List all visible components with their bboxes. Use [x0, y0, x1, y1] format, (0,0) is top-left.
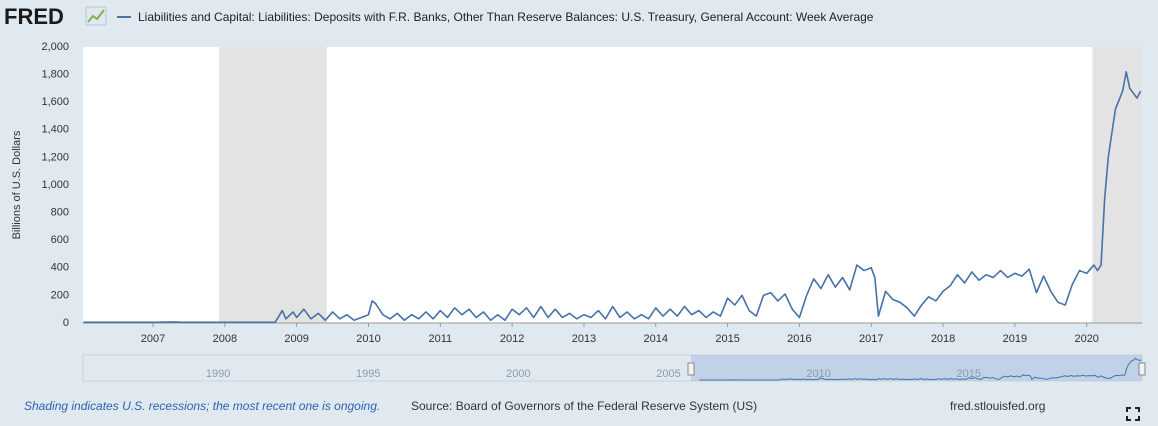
- x-tick-label: 2016: [787, 333, 811, 345]
- fullscreen-icon[interactable]: [1126, 407, 1140, 421]
- y-tick-label: 1,400: [41, 124, 69, 136]
- navigator-tick-label: 1995: [356, 368, 380, 380]
- x-tick-label: 2013: [572, 333, 596, 345]
- y-tick-label: 1,000: [41, 179, 69, 191]
- recession-note: Shading indicates U.S. recessions; the m…: [24, 399, 380, 413]
- navigator-handle[interactable]: [1138, 362, 1146, 376]
- x-tick-label: 2010: [356, 333, 380, 345]
- x-tick-label: 2019: [1003, 333, 1027, 345]
- navigator: 1990 1995 2000 2005 2010 2015: [82, 354, 1146, 382]
- y-tick-label: 800: [51, 207, 69, 219]
- x-tick-label: 2011: [428, 333, 452, 345]
- logo: FRED: [4, 4, 64, 29]
- x-tick-label: 2014: [644, 333, 668, 345]
- site: fred.stlouisfed.org: [950, 399, 1045, 413]
- x-tick-label: 2012: [500, 333, 524, 345]
- recession-band: [1092, 47, 1142, 323]
- logo-icon: [85, 6, 107, 26]
- y-tick-label: 2,000: [41, 41, 69, 53]
- navigator-tick-label: 2015: [957, 368, 981, 380]
- x-tick-label: 2007: [141, 333, 165, 345]
- navigator-line: [699, 357, 1142, 381]
- y-tick-label: 1,600: [41, 96, 69, 108]
- navigator-handle[interactable]: [687, 362, 695, 376]
- y-tick-label: 1,800: [41, 69, 69, 81]
- y-tick-label: 400: [51, 262, 69, 274]
- x-tick-label: 2017: [859, 333, 883, 345]
- y-tick-label: 1,200: [41, 151, 69, 163]
- legend-title: Liabilities and Capital: Liabilities: De…: [138, 10, 874, 24]
- x-tick-label: 2009: [284, 333, 308, 345]
- data-line: [83, 71, 1142, 324]
- x-tick-label: 2018: [931, 333, 955, 345]
- y-tick-label: 600: [51, 234, 69, 246]
- navigator-tick-label: 1990: [206, 368, 230, 380]
- x-tick-label: 2008: [213, 333, 237, 345]
- x-tick-label: 2015: [715, 333, 739, 345]
- y-tick-label: 200: [51, 289, 69, 301]
- source: Source: Board of Governors of the Federa…: [411, 399, 757, 413]
- y-axis-label: Billions of U.S. Dollars: [11, 130, 23, 239]
- navigator-selection[interactable]: [691, 355, 1142, 381]
- navigator-tick-label: 2010: [806, 368, 830, 380]
- y-tick-label: 0: [63, 317, 69, 329]
- recession-band: [219, 47, 327, 323]
- navigator-tick-label: 2000: [506, 368, 530, 380]
- navigator-tick-label: 2005: [656, 368, 680, 380]
- x-tick-label: 2020: [1074, 333, 1098, 345]
